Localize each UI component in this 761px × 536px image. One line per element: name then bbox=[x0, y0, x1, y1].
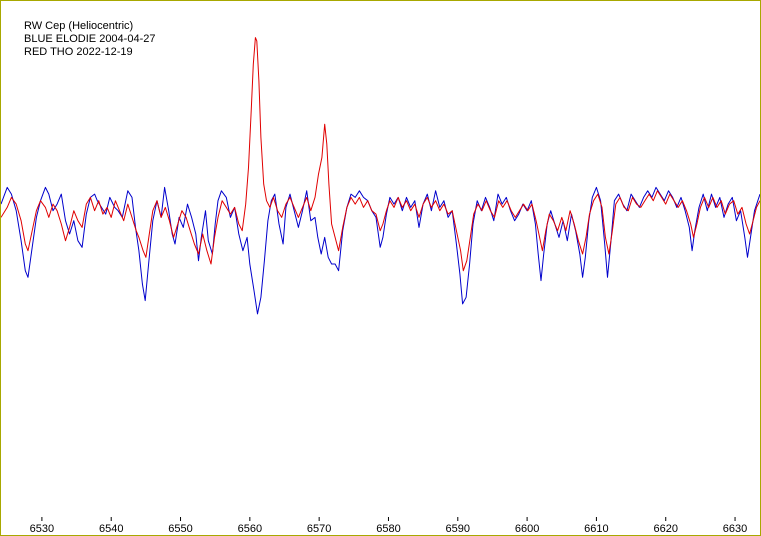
x-tick-label-6630: 6630 bbox=[723, 523, 747, 535]
x-tick-label-6550: 6550 bbox=[168, 523, 192, 535]
x-tick-label-6620: 6620 bbox=[653, 523, 677, 535]
x-tick-label-6530: 6530 bbox=[30, 523, 54, 535]
chart-title: RW Cep (Heliocentric) bbox=[24, 20, 134, 32]
x-tick-label-6570: 6570 bbox=[307, 523, 331, 535]
series-line-red-tho bbox=[1, 37, 760, 272]
x-axis: 6530 6540 6550 6560 6570 6580 6590 6600 6610 6620… bbox=[30, 517, 747, 535]
series-line-blue-elodie bbox=[1, 186, 760, 315]
x-tick-label-6610: 6610 bbox=[584, 523, 608, 535]
x-tick-label-6590: 6590 bbox=[446, 523, 470, 535]
x-tick-label-6580: 6580 bbox=[376, 523, 400, 535]
legend-entry-blue: BLUE ELODIE 2004-04-27 bbox=[24, 33, 156, 45]
x-tick-label-6600: 6600 bbox=[515, 523, 539, 535]
x-tick-label-6560: 6560 bbox=[238, 523, 262, 535]
x-tick-label-6540: 6540 bbox=[99, 523, 123, 535]
series-layer bbox=[1, 37, 760, 315]
legend-entry-red: RED THO 2022-12-19 bbox=[24, 46, 133, 58]
